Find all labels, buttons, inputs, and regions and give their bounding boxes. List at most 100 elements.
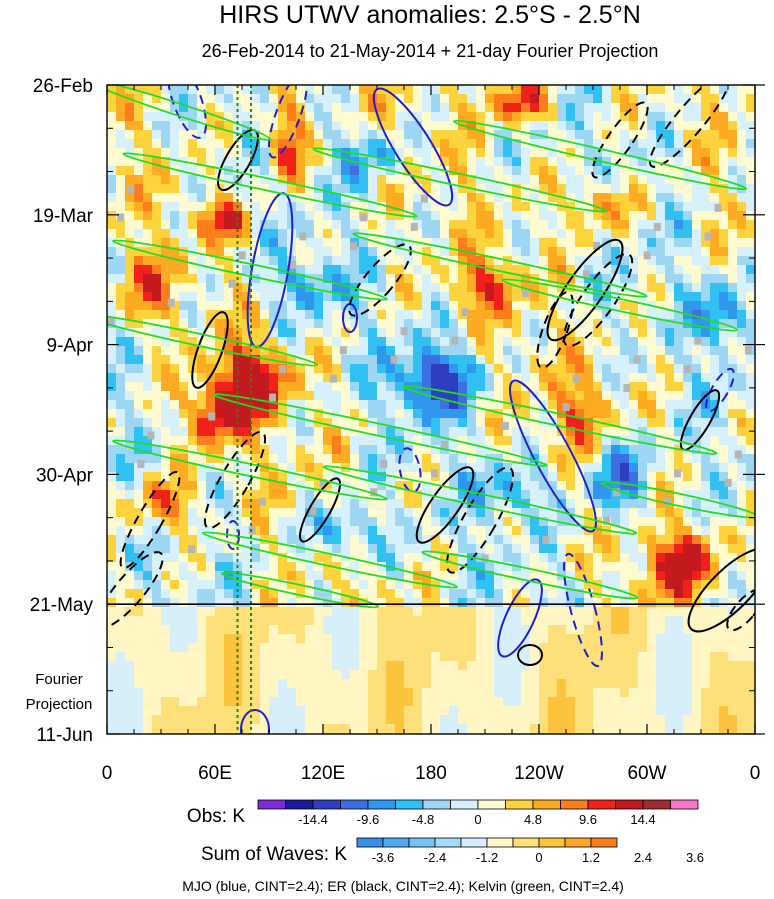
heatmap-cell bbox=[629, 346, 639, 356]
heatmap-cell bbox=[197, 607, 207, 617]
heatmap-cell bbox=[629, 202, 639, 212]
heatmap-cell bbox=[188, 688, 198, 698]
heatmap-cell bbox=[215, 661, 225, 671]
heatmap-cell bbox=[719, 445, 729, 455]
heatmap-cell bbox=[620, 139, 630, 149]
heatmap-cell bbox=[179, 418, 189, 428]
heatmap-cell bbox=[683, 661, 693, 671]
heatmap-cell bbox=[431, 508, 441, 518]
heatmap-cell bbox=[611, 175, 621, 185]
heatmap-cell bbox=[458, 328, 468, 338]
heatmap-cell bbox=[485, 184, 495, 194]
heatmap-cell bbox=[530, 526, 540, 536]
heatmap-cell bbox=[287, 139, 297, 149]
heatmap-cell bbox=[323, 328, 333, 338]
heatmap-cell bbox=[674, 607, 684, 617]
heatmap-cell bbox=[647, 103, 657, 113]
heatmap-cell bbox=[251, 562, 261, 572]
heatmap-cell bbox=[638, 481, 648, 491]
heatmap-cell bbox=[314, 409, 324, 419]
heatmap-cell bbox=[197, 679, 207, 689]
heatmap-cell bbox=[287, 697, 297, 707]
heatmap-cell bbox=[260, 112, 270, 122]
heatmap-cell bbox=[566, 175, 576, 185]
heatmap-cell bbox=[530, 337, 540, 347]
heatmap-cell bbox=[314, 427, 324, 437]
heatmap-cell bbox=[242, 616, 252, 626]
heatmap-cell bbox=[161, 184, 171, 194]
heatmap-cell bbox=[260, 517, 270, 527]
heatmap-cell bbox=[170, 625, 180, 635]
heatmap-cell bbox=[548, 580, 558, 590]
heatmap-cell bbox=[305, 598, 315, 608]
heatmap-cell bbox=[728, 139, 738, 149]
heatmap-cell bbox=[476, 571, 486, 581]
heatmap-cell bbox=[296, 238, 306, 248]
heatmap-cell bbox=[710, 454, 720, 464]
heatmap-cell bbox=[197, 517, 207, 527]
heatmap-cell bbox=[746, 661, 755, 671]
heatmap-cell bbox=[440, 184, 450, 194]
heatmap-cell bbox=[260, 157, 270, 167]
heatmap-cell bbox=[359, 661, 369, 671]
heatmap-cell bbox=[431, 652, 441, 662]
heatmap-cell bbox=[449, 148, 459, 158]
heatmap-cell bbox=[710, 526, 720, 536]
heatmap-cell bbox=[125, 553, 135, 563]
heatmap-cell bbox=[647, 337, 657, 347]
heatmap-cell bbox=[683, 274, 693, 284]
heatmap-cell bbox=[152, 643, 162, 653]
heatmap-cell bbox=[395, 373, 405, 383]
heatmap-cell bbox=[629, 688, 639, 698]
heatmap-cell bbox=[305, 94, 315, 104]
heatmap-cell bbox=[467, 400, 477, 410]
heatmap-cell bbox=[665, 292, 675, 302]
heatmap-cell bbox=[422, 679, 432, 689]
heatmap-cell bbox=[206, 535, 216, 545]
heatmap-cell bbox=[161, 301, 171, 311]
heatmap-cell bbox=[539, 625, 549, 635]
heatmap-cell bbox=[296, 265, 306, 275]
heatmap-cell bbox=[278, 166, 288, 176]
heatmap-cell bbox=[152, 562, 162, 572]
heatmap-cell bbox=[125, 481, 135, 491]
heatmap-cell bbox=[665, 481, 675, 491]
heatmap-cell bbox=[251, 427, 261, 437]
heatmap-cell bbox=[656, 175, 666, 185]
heatmap-cell bbox=[494, 490, 504, 500]
heatmap-cell bbox=[620, 328, 630, 338]
heatmap-cell bbox=[188, 616, 198, 626]
heatmap-cell bbox=[251, 481, 261, 491]
heatmap-cell bbox=[377, 499, 387, 509]
heatmap-cell bbox=[548, 184, 558, 194]
heatmap-cell bbox=[260, 643, 270, 653]
heatmap-cell bbox=[737, 364, 747, 374]
heatmap-cell bbox=[395, 463, 405, 473]
heatmap-cell bbox=[566, 238, 576, 248]
heatmap-cell bbox=[377, 346, 387, 356]
heatmap-cell bbox=[494, 85, 504, 95]
heatmap-cell bbox=[161, 364, 171, 374]
heatmap-cell bbox=[170, 346, 180, 356]
heatmap-cell bbox=[701, 454, 711, 464]
heatmap-cell bbox=[368, 688, 378, 698]
heatmap-cell bbox=[314, 211, 324, 221]
heatmap-cell bbox=[224, 436, 234, 446]
heatmap-cell bbox=[512, 445, 522, 455]
heatmap-cell bbox=[512, 607, 522, 617]
heatmap-cell bbox=[341, 274, 351, 284]
heatmap-cell bbox=[350, 391, 360, 401]
heatmap-cell bbox=[242, 94, 252, 104]
heatmap-cell bbox=[368, 607, 378, 617]
heatmap-cell bbox=[179, 364, 189, 374]
heatmap-cell bbox=[512, 148, 522, 158]
heatmap-cell bbox=[278, 643, 288, 653]
heatmap-cell bbox=[323, 454, 333, 464]
heatmap-cell bbox=[161, 580, 171, 590]
heatmap-cell bbox=[260, 652, 270, 662]
heatmap-cell bbox=[476, 130, 486, 140]
heatmap-cell bbox=[422, 364, 432, 374]
heatmap-cell bbox=[377, 634, 387, 644]
heatmap-cell bbox=[224, 670, 234, 680]
heatmap-cell bbox=[197, 121, 207, 131]
